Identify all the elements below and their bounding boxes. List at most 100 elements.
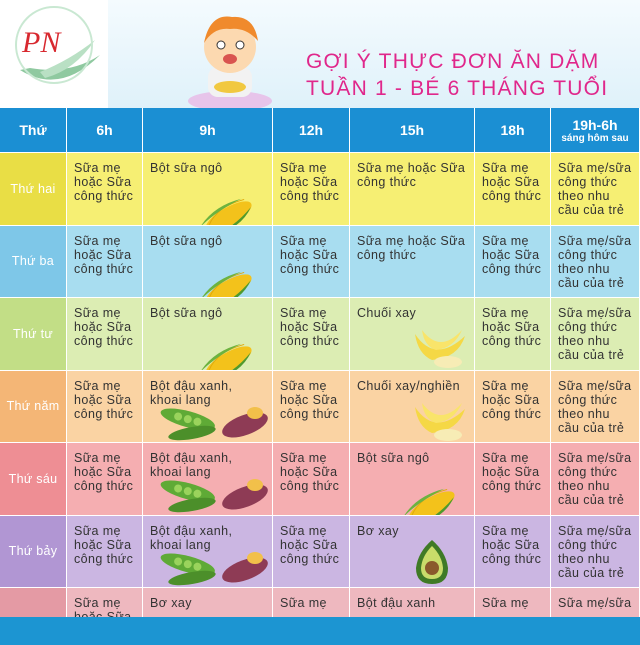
menu-cell: Sữa mẹ hoặc Sữa công thức <box>67 370 143 443</box>
food-icon <box>191 338 261 370</box>
column-header: 6h <box>67 108 143 153</box>
menu-text: Bột đậu xanh, khoai lang <box>150 378 233 407</box>
menu-text: Sữa mẹ/sữa công thức theo nhu cầu của tr… <box>558 161 632 217</box>
day-label: Thứ sáu <box>8 471 58 486</box>
menu-cell: Sữa mẹ hoặc Sữa công thức <box>273 298 350 371</box>
menu-cell: Sữa mẹ hoặc Sữa công thức <box>475 443 551 516</box>
menu-cell: Bột đậu xanh, khoai lang <box>143 515 273 588</box>
baby-illustration <box>188 16 272 110</box>
food-icon <box>157 542 272 588</box>
menu-text: Sữa mẹ hoặc Sữa công thức <box>482 378 542 421</box>
menu-cell: Sữa mẹ hoặc Sữa công thức <box>350 225 475 298</box>
food-icon <box>157 469 272 515</box>
menu-cell: Sữa mẹ/sữa công thức theo nhu cầu của tr… <box>551 153 640 226</box>
menu-text: Sữa mẹ hoặc Sữa công thức <box>280 523 340 566</box>
food-icon <box>191 193 261 225</box>
menu-text: Bơ xay <box>150 596 192 610</box>
menu-text: Sữa mẹ hoặc Sữa công thức <box>482 306 542 348</box>
column-header-text: Thứ <box>19 122 47 138</box>
menu-cell: Bột đậu xanh, khoai lang <box>143 370 273 443</box>
menu-cell: Sữa mẹ/sữa công thức theo nhu cầu của tr… <box>551 225 640 298</box>
column-header-text: 9h <box>199 122 216 138</box>
title: GỢI Ý THỰC ĐƠN ĂN DẶM <box>306 50 600 73</box>
menu-text: Bơ xay <box>357 523 399 538</box>
column-header: Thứ <box>0 108 67 153</box>
menu-text: Sữa mẹ/sữa <box>558 596 632 610</box>
menu-text: Bột đậu xanh, khoai lang <box>150 523 233 552</box>
day-label: Thứ năm <box>6 399 60 414</box>
menu-cell: Sữa mẹ hoặc Sữa công thức <box>67 153 143 226</box>
footer-bar <box>0 617 640 645</box>
day-label: Thứ ba <box>11 254 55 269</box>
menu-cell: Bột sữa ngô <box>350 443 475 516</box>
menu-text: Chuối xay <box>357 306 417 320</box>
menu-cell: Bơ xay <box>350 515 475 588</box>
menu-text: Sữa mẹ hoặc Sữa công thức <box>74 161 134 203</box>
food-icon <box>410 397 470 443</box>
column-header: 18h <box>475 108 551 153</box>
menu-cell: Sữa mẹ hoặc Sữa công thức <box>475 225 551 298</box>
day-label: Thứ hai <box>10 181 56 196</box>
logo: PN <box>0 0 108 108</box>
menu-text: Sữa mẹ hoặc Sữa công thức <box>482 161 542 203</box>
menu-cell: Sữa mẹ hoặc Sữa công thức <box>475 153 551 226</box>
menu-text: Sữa mẹ hoặc Sữa công thức <box>74 523 134 566</box>
column-header: 15h <box>350 108 475 153</box>
menu-text: Bột đậu xanh <box>357 596 436 610</box>
day-cell: Thứ năm <box>0 370 67 443</box>
menu-text: Sữa mẹ <box>280 596 327 610</box>
column-header-text: 15h <box>399 122 425 138</box>
menu-cell: Sữa mẹ/sữa công thức theo nhu cầu của tr… <box>551 515 640 588</box>
day-cell: Thứ hai <box>0 153 67 226</box>
day-cell: Thứ sáu <box>0 443 67 516</box>
menu-cell: Sữa mẹ hoặc Sữa công thức <box>475 515 551 588</box>
menu-text: Sữa mẹ/sữa công thức theo nhu cầu của tr… <box>558 451 632 507</box>
menu-text: Bột sữa ngô <box>150 306 223 320</box>
menu-cell: Sữa mẹ/sữa công thức theo nhu cầu của tr… <box>551 298 640 371</box>
menu-text: Sữa mẹ hoặc Sữa công thức <box>280 161 340 203</box>
column-header-text: 12h <box>298 122 324 138</box>
food-icon <box>157 397 272 443</box>
food-icon <box>394 483 464 515</box>
menu-text: Bột sữa ngô <box>357 451 430 465</box>
day-label: Thứ bảy <box>8 544 58 559</box>
menu-cell: Sữa mẹ hoặc Sữa công thức <box>273 515 350 588</box>
menu-text: Sữa mẹ hoặc Sữa công thức <box>280 233 340 276</box>
logo-art <box>15 6 100 84</box>
column-header: 9h <box>143 108 273 153</box>
menu-cell: Sữa mẹ hoặc Sữa công thức <box>67 225 143 298</box>
menu-text: Sữa mẹ/sữa công thức theo nhu cầu của tr… <box>558 233 632 290</box>
menu-cell: Sữa mẹ hoặc Sữa công thức <box>67 515 143 588</box>
menu-cell: Bột sữa ngô <box>143 298 273 371</box>
menu-text: Sữa mẹ hoặc Sữa công thức <box>357 161 466 189</box>
menu-text: Sữa mẹ/sữa công thức theo nhu cầu của tr… <box>558 378 632 435</box>
menu-text: Sữa mẹ hoặc Sữa công thức <box>357 233 466 262</box>
menu-cell: Sữa mẹ hoặc Sữa công thức <box>475 370 551 443</box>
menu-cell: Sữa mẹ hoặc Sữa công thức <box>273 225 350 298</box>
food-icon <box>410 324 470 370</box>
column-header-text: 18h <box>500 122 525 138</box>
menu-text: Sữa mẹ hoặc Sữa công thức <box>74 306 134 348</box>
menu-cell: Bột sữa ngô <box>143 153 273 226</box>
day-cell: Thứ bảy <box>0 515 67 588</box>
food-icon <box>191 266 261 298</box>
menu-cell: Sữa mẹ hoặc Sữa công thức <box>350 153 475 226</box>
day-label: Thứ tư <box>12 326 54 341</box>
menu-text: Sữa mẹ hoặc Sữa công thức <box>482 523 542 566</box>
menu-text: Sữa mẹ hoặc Sữa công thức <box>280 306 340 348</box>
menu-text: Chuối xay/nghiền <box>357 378 460 393</box>
menu-text: Sữa mẹ hoặc Sữa công thức <box>280 451 340 493</box>
menu-text: Sữa mẹ hoặc Sữa công thức <box>74 451 134 493</box>
column-header: 12h <box>273 108 350 153</box>
menu-text: Sữa mẹ hoặc Sữa công thức <box>482 233 542 276</box>
menu-cell: Sữa mẹ hoặc Sữa công thức <box>273 153 350 226</box>
menu-text: Sữa mẹ hoặc Sữa công thức <box>74 378 134 421</box>
menu-cell: Bột đậu xanh, khoai lang <box>143 443 273 516</box>
menu-cell: Sữa mẹ hoặc Sữa công thức <box>273 443 350 516</box>
menu-cell: Sữa mẹ hoặc Sữa công thức <box>273 370 350 443</box>
day-cell: Thứ tư <box>0 298 67 371</box>
menu-cell: Chuối xay/nghiền <box>350 370 475 443</box>
menu-text: Sữa mẹ hoặc Sữa công thức <box>74 233 134 276</box>
menu-text: Bột đậu xanh, khoai lang <box>150 451 233 479</box>
